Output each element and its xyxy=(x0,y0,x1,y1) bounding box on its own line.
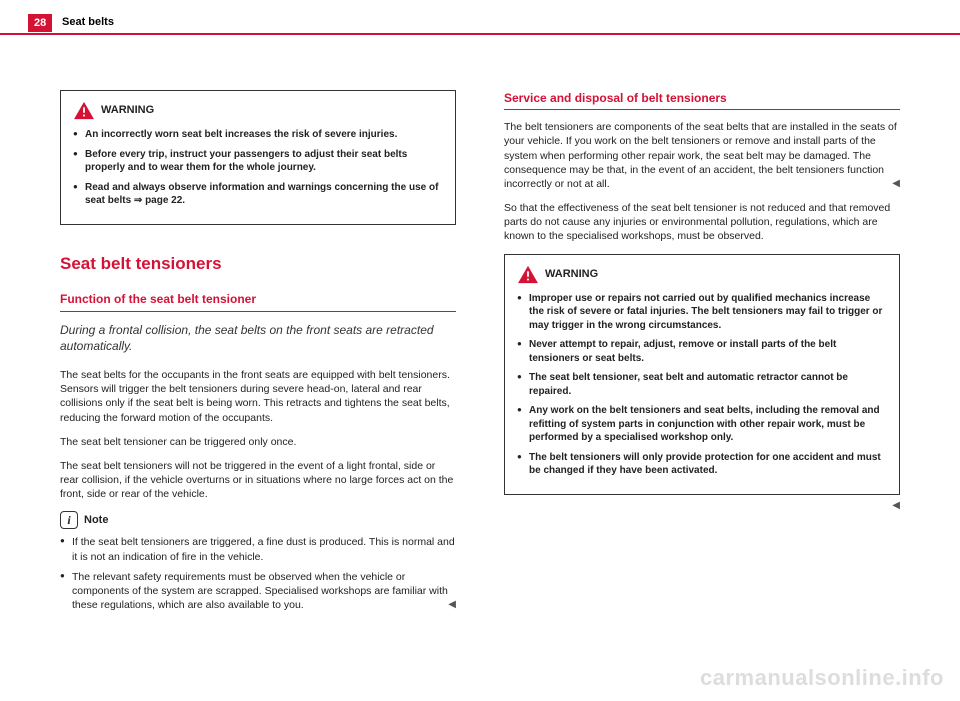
warning-title: WARNING xyxy=(517,265,887,284)
body-paragraph: The belt tensioners are components of th… xyxy=(504,120,900,191)
content-area: WARNING An incorrectly worn seat belt in… xyxy=(0,40,960,618)
watermark: carmanualsonline.info xyxy=(700,665,944,691)
warning-item: The belt tensioners will only provide pr… xyxy=(517,451,887,478)
section-title: Seat belt tensioners xyxy=(60,253,456,276)
body-paragraph: The seat belt tensioner can be triggered… xyxy=(60,435,456,449)
note-title: i Note xyxy=(60,511,456,529)
warning-title: WARNING xyxy=(73,101,443,120)
page-header: 28 Seat belts xyxy=(0,0,960,40)
warning-item: An incorrectly worn seat belt increases … xyxy=(73,128,443,142)
note-list: If the seat belt tensioners are triggere… xyxy=(60,535,456,612)
subsection-title: Function of the seat belt tensioner xyxy=(60,291,456,311)
right-column: Service and disposal of belt tensioners … xyxy=(504,90,900,618)
warning-box-2: WARNING Improper use or repairs not carr… xyxy=(504,254,900,495)
body-paragraph: The seat belts for the occupants in the … xyxy=(60,368,456,425)
warning-item: The seat belt tensioner, seat belt and a… xyxy=(517,371,887,398)
left-column: WARNING An incorrectly worn seat belt in… xyxy=(60,90,456,618)
subsection-title: Service and disposal of belt tensioners xyxy=(504,90,900,110)
warning-item: Never attempt to repair, adjust, remove … xyxy=(517,338,887,365)
warning-triangle-icon xyxy=(73,101,95,120)
section-end-mark: ◀ xyxy=(504,499,900,513)
section-end-mark: ◀ xyxy=(448,598,456,612)
note-label: Note xyxy=(84,513,108,528)
page-number: 28 xyxy=(28,14,52,32)
warning-label: WARNING xyxy=(101,103,154,118)
warning-list: An incorrectly worn seat belt increases … xyxy=(73,128,443,208)
warning-item: Before every trip, instruct your passeng… xyxy=(73,148,443,175)
section-end-mark: ◀ xyxy=(892,177,900,191)
warning-item: Read and always observe information and … xyxy=(73,181,443,208)
note-item: If the seat belt tensioners are triggere… xyxy=(60,535,456,563)
info-icon: i xyxy=(60,511,78,529)
warning-list: Improper use or repairs not carried out … xyxy=(517,292,887,478)
warning-triangle-icon xyxy=(517,265,539,284)
warning-item: Improper use or repairs not carried out … xyxy=(517,292,887,333)
intro-text: During a frontal collision, the seat bel… xyxy=(60,322,456,354)
warning-box-1: WARNING An incorrectly worn seat belt in… xyxy=(60,90,456,225)
chapter-title: Seat belts xyxy=(62,16,114,28)
warning-item: Any work on the belt tensioners and seat… xyxy=(517,404,887,445)
header-rule xyxy=(0,33,960,35)
note-item: The relevant safety requirements must be… xyxy=(60,570,456,613)
body-paragraph: So that the effectiveness of the seat be… xyxy=(504,201,900,244)
warning-label: WARNING xyxy=(545,267,598,282)
body-paragraph: The seat belt tensioners will not be tri… xyxy=(60,459,456,502)
